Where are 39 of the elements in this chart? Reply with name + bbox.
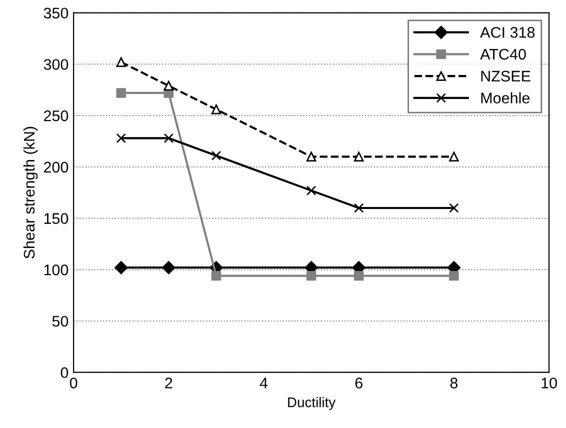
point <box>162 261 176 274</box>
y-tick-label: 350 <box>44 8 68 19</box>
point <box>449 203 459 213</box>
x-axis-title: Ductility <box>288 397 336 410</box>
legend-label: ACI 318 <box>480 26 535 38</box>
point <box>211 150 222 160</box>
y-tick-label: 200 <box>44 162 68 173</box>
y-axis-title: Shear strength (kN) <box>23 126 38 259</box>
y-tick-label: 150 <box>44 213 68 224</box>
y-tick-label: 300 <box>44 59 68 70</box>
point <box>164 133 174 144</box>
point <box>449 270 459 281</box>
point <box>114 261 128 274</box>
legend-label: Moehle <box>481 92 530 104</box>
y-tick-label: 50 <box>52 316 68 327</box>
point <box>164 80 174 91</box>
point <box>354 152 364 162</box>
x-tick-label: 10 <box>542 378 557 388</box>
point <box>116 88 126 98</box>
x-tick-label: 8 <box>450 378 458 388</box>
point <box>211 270 222 281</box>
x-tick-label: 0 <box>70 378 78 388</box>
point <box>354 203 364 213</box>
point <box>449 152 459 162</box>
point <box>306 270 316 281</box>
point <box>116 133 126 144</box>
x-tick-label: 6 <box>355 378 362 388</box>
point <box>116 57 126 68</box>
y-tick-label: 0 <box>60 367 68 378</box>
legend-label: ATC40 <box>480 48 526 60</box>
x-tick-label: 2 <box>165 378 172 388</box>
point <box>211 104 222 114</box>
y-tick-label: 100 <box>44 264 68 276</box>
legend-label: NZSEE <box>481 70 530 82</box>
point <box>306 152 316 162</box>
point <box>306 186 316 196</box>
x-tick-label: 4 <box>260 378 268 388</box>
point <box>354 270 364 281</box>
y-tick-label: 250 <box>44 110 68 122</box>
